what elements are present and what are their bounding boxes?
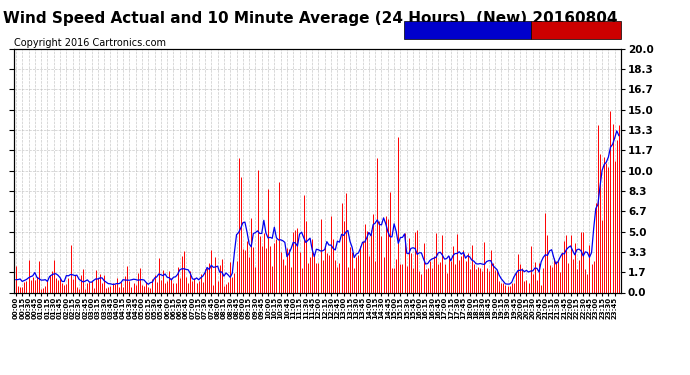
Text: Wind (mph): Wind (mph) — [535, 26, 594, 34]
Text: Copyright 2016 Cartronics.com: Copyright 2016 Cartronics.com — [14, 38, 166, 48]
Text: Wind Speed Actual and 10 Minute Average (24 Hours)  (New) 20160804: Wind Speed Actual and 10 Minute Average … — [3, 11, 618, 26]
Text: 10 Min Avg (mph): 10 Min Avg (mph) — [407, 26, 497, 34]
